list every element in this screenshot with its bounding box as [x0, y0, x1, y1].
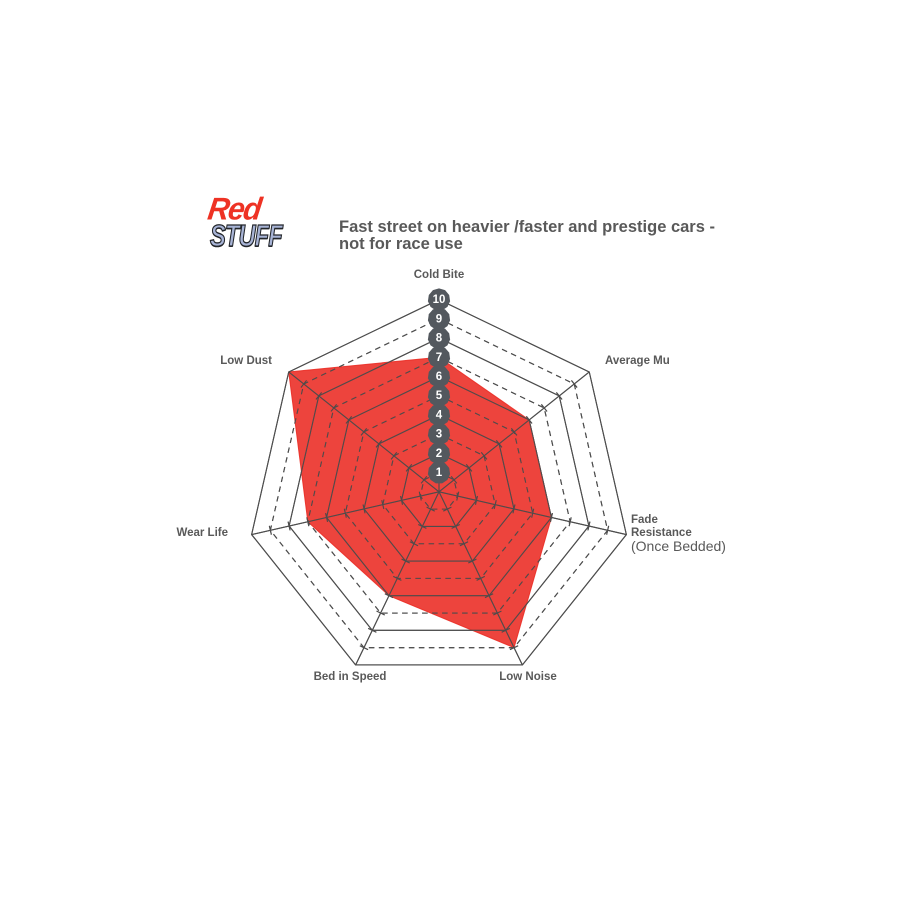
svg-text:1: 1	[436, 467, 443, 479]
svg-text:6: 6	[436, 371, 442, 383]
svg-text:4: 4	[436, 409, 443, 421]
svg-text:8: 8	[436, 333, 443, 345]
svg-text:7: 7	[436, 352, 442, 364]
svg-text:5: 5	[436, 390, 443, 402]
svg-text:10: 10	[433, 294, 446, 306]
svg-text:3: 3	[436, 429, 442, 441]
svg-text:9: 9	[436, 313, 442, 325]
svg-text:2: 2	[436, 448, 442, 460]
